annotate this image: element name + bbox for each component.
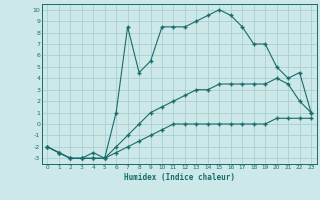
X-axis label: Humidex (Indice chaleur): Humidex (Indice chaleur) [124, 173, 235, 182]
